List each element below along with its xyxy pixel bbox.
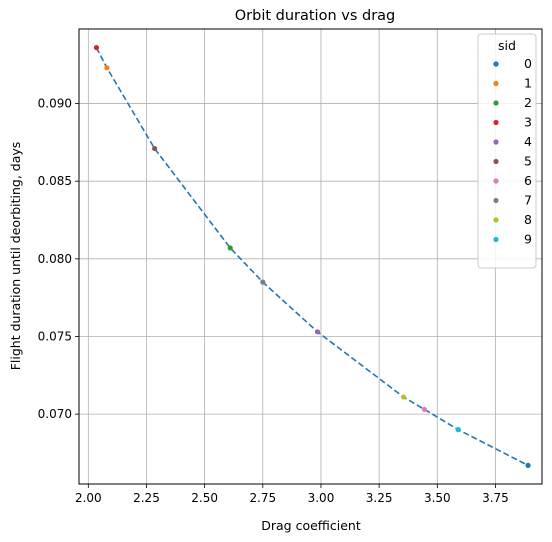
- data-point-sid-2: [227, 245, 233, 251]
- data-point-sid-0: [525, 462, 531, 468]
- y-axis-ticks: 0.070 0.075 0.080 0.085 0.090: [38, 97, 79, 421]
- x-tick-label: 3.75: [482, 491, 509, 505]
- x-tick-label: 2.00: [75, 491, 102, 505]
- data-point-sid-5: [152, 145, 158, 152]
- data-point-sid-6: [421, 406, 428, 413]
- legend-label-4: 4: [524, 134, 532, 149]
- legend-marker-9: [493, 236, 499, 243]
- plot-frame: [78, 28, 543, 485]
- trend-line: [95, 47, 529, 467]
- legend-label-7: 7: [524, 193, 532, 208]
- y-tick-label: 0.085: [38, 174, 72, 188]
- legend-marker-4: [493, 139, 499, 145]
- y-tick-label: 0.070: [38, 407, 72, 421]
- legend-label-2: 2: [524, 95, 532, 110]
- grid: [79, 29, 542, 484]
- x-axis-ticks: 2.00 2.25 2.50 2.75 3.00 3.25 3.50 3.75: [75, 484, 509, 505]
- legend-marker-6: [493, 178, 499, 184]
- legend-label-1: 1: [524, 76, 532, 91]
- x-axis-label: Drag coefficient: [261, 518, 361, 533]
- legend-label-0: 0: [524, 56, 532, 71]
- y-tick-label: 0.090: [38, 97, 72, 111]
- legend-label-3: 3: [524, 115, 532, 130]
- data-point-sid-4: [314, 329, 321, 335]
- y-tick-label: 0.080: [38, 252, 72, 266]
- legend-marker-3: [493, 119, 499, 126]
- legend-marker-0: [493, 61, 499, 67]
- legend-marker-2: [493, 100, 499, 106]
- trend-line-group: [95, 47, 529, 467]
- x-tick-label: 3.00: [308, 491, 335, 505]
- data-points: [93, 45, 531, 468]
- legend-label-5: 5: [524, 154, 532, 169]
- legend-marker-5: [493, 158, 499, 165]
- legend-label-6: 6: [524, 173, 532, 188]
- data-point-sid-9: [455, 427, 461, 433]
- x-tick-label: 3.50: [424, 491, 451, 505]
- legend-label-9: 9: [524, 232, 532, 247]
- x-tick-label: 2.50: [191, 491, 218, 505]
- data-point-sid-3: [93, 45, 100, 51]
- legend-title: sid: [498, 38, 516, 53]
- data-point-sid-1: [104, 65, 110, 71]
- legend-label-8: 8: [524, 212, 532, 227]
- legend-marker-1: [493, 80, 499, 87]
- chart-title: Orbit duration vs drag: [235, 8, 396, 24]
- legend-marker-7: [493, 197, 499, 204]
- legend: sid 0 1 2 3 4 5 6 7 8 9: [477, 33, 537, 269]
- x-tick-label: 2.25: [133, 491, 160, 505]
- data-point-sid-7: [260, 279, 266, 285]
- legend-marker-8: [493, 217, 499, 223]
- x-tick-label: 3.25: [366, 491, 393, 505]
- x-tick-label: 2.75: [249, 491, 276, 505]
- data-point-sid-8: [400, 394, 407, 400]
- legend-box: [477, 33, 537, 269]
- y-tick-label: 0.075: [38, 329, 72, 343]
- y-axis-label: Flight duration until deorbiting, days: [8, 142, 23, 371]
